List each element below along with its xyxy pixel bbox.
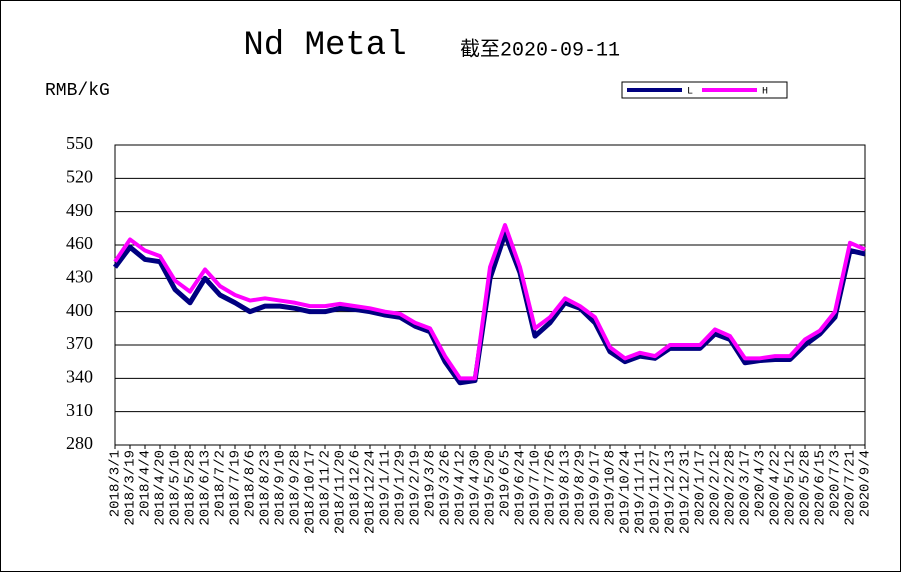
- chart-subtitle: 截至2020-09-11: [460, 37, 620, 62]
- x-tick-label: 2020/2/12: [708, 450, 724, 526]
- series-line: [113, 223, 866, 381]
- x-tick-label: 2019/6/24: [513, 450, 529, 526]
- chart-title: Nd Metal: [243, 27, 406, 65]
- y-tick-label: 430: [66, 266, 93, 286]
- x-tick-label: 2020/6/15: [813, 450, 829, 526]
- x-tick-label: 2018/3/19: [123, 450, 139, 526]
- x-tick-label: 2019/1/29: [393, 450, 409, 526]
- x-tick-label: 2020/7/21: [843, 450, 859, 526]
- y-tick-label: 550: [66, 133, 93, 153]
- x-tick-label: 2019/2/19: [408, 450, 424, 526]
- x-tick-label: 2018/4/20: [153, 450, 169, 526]
- x-tick-label: 2018/9/28: [288, 450, 304, 526]
- x-tick-label: 2019/8/29: [573, 450, 589, 526]
- x-tick-label: 2018/12/24: [363, 450, 379, 534]
- x-tick-label: 2019/12/13: [663, 450, 679, 534]
- x-tick-label: 2019/7/26: [543, 450, 559, 526]
- x-tick-label: 2018/11/20: [333, 450, 349, 534]
- x-tick-label: 2019/5/20: [483, 450, 499, 526]
- x-tick-label: 2018/8/6: [243, 450, 259, 517]
- x-tick-label: 2018/6/13: [198, 450, 214, 526]
- x-tick-label: 2019/4/12: [453, 450, 469, 526]
- x-tick-label: 2020/5/28: [798, 450, 814, 526]
- y-tick-label: 520: [66, 166, 93, 186]
- x-tick-label: 2019/6/5: [498, 450, 514, 517]
- x-tick-label: 2020/9/4: [858, 450, 874, 517]
- x-tick-label: 2018/8/23: [258, 450, 274, 526]
- y-tick-label: 490: [66, 200, 93, 220]
- x-tick-label: 2020/4/3: [753, 450, 769, 517]
- x-tick-label: 2019/12/31: [678, 450, 694, 534]
- x-tick-label: 2020/3/17: [738, 450, 754, 526]
- x-tick-label: 2018/10/17: [303, 450, 319, 534]
- x-tick-label: 2019/11/11: [633, 450, 649, 534]
- legend-label: L: [687, 87, 693, 98]
- x-tick-label: 2019/3/8: [423, 450, 439, 517]
- x-tick-label: 2019/1/11: [378, 450, 394, 526]
- x-tick-label: 2019/8/13: [558, 450, 574, 526]
- x-tick-label: 2018/9/10: [273, 450, 289, 526]
- y-axis-label: RMB/kG: [45, 81, 110, 101]
- x-tick-label: 2019/10/8: [603, 450, 619, 526]
- x-tick-label: 2019/10/24: [618, 450, 634, 534]
- x-tick-label: 2018/5/10: [168, 450, 184, 526]
- y-tick-label: 460: [66, 233, 93, 253]
- y-tick-label: 370: [66, 333, 93, 353]
- x-tick-label: 2020/4/22: [768, 450, 784, 526]
- y-tick-label: 280: [66, 433, 93, 453]
- x-tick-label: 2019/9/17: [588, 450, 604, 526]
- y-tick-label: 400: [66, 300, 93, 320]
- x-tick-label: 2018/12/6: [348, 450, 364, 526]
- y-tick-label: 340: [66, 366, 93, 386]
- x-tick-label: 2018/7/19: [228, 450, 244, 526]
- x-tick-label: 2020/2/28: [723, 450, 739, 526]
- x-tick-label: 2018/3/1: [108, 450, 124, 517]
- legend-label: H: [762, 87, 768, 98]
- x-tick-label: 2020/1/17: [693, 450, 709, 526]
- x-tick-label: 2019/11/27: [648, 450, 664, 534]
- x-tick-label: 2018/11/2: [318, 450, 334, 526]
- x-tick-label: 2020/7/3: [828, 450, 844, 517]
- x-tick-label: 2020/5/12: [783, 450, 799, 526]
- x-tick-label: 2018/5/28: [183, 450, 199, 526]
- x-tick-label: 2019/7/10: [528, 450, 544, 526]
- x-tick-label: 2019/3/26: [438, 450, 454, 526]
- x-tick-label: 2019/4/30: [468, 450, 484, 526]
- x-tick-label: 2018/4/4: [138, 450, 154, 517]
- y-tick-label: 310: [66, 400, 93, 420]
- x-tick-label: 2018/7/2: [213, 450, 229, 517]
